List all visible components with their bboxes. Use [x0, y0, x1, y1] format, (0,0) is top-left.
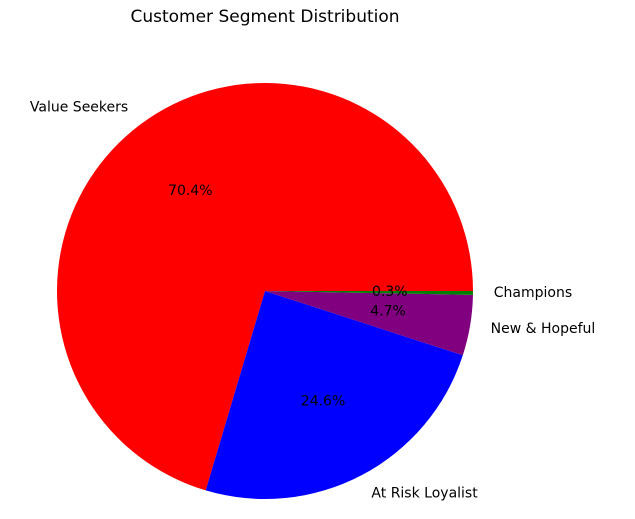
slice-percent-label: 0.3%	[372, 284, 408, 300]
slice-percent-label: 4.7%	[370, 304, 406, 320]
slice-percent-label: 70.4%	[168, 183, 212, 199]
slice-label: New & Hopeful	[491, 321, 596, 337]
chart-title: Customer Segment Distribution	[130, 7, 399, 27]
slice-label: Champions	[494, 285, 572, 301]
pie-labels: Value Seekers 70.4% At Risk Loyalist 24.6% N…	[30, 100, 595, 502]
pie-slice-value-seekers	[57, 83, 473, 491]
pie-slice-new-hopeful	[265, 291, 473, 356]
slice-label: Value Seekers	[30, 100, 128, 116]
pie-slice-champions	[265, 291, 473, 295]
slice-label: At Risk Loyalist	[371, 486, 478, 502]
pie-slice-at-risk-loyalist	[205, 291, 463, 499]
pie-slices	[57, 83, 473, 499]
slice-percent-label: 24.6%	[301, 393, 345, 409]
